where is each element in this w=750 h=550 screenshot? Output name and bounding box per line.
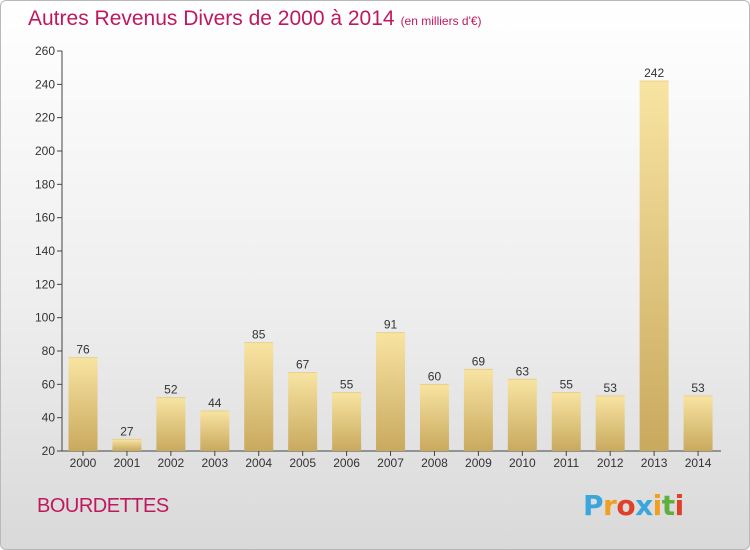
y-tick-label: 140 (35, 244, 55, 258)
bar (419, 384, 449, 451)
x-tick-label: 2000 (70, 456, 97, 470)
logo-letter: r (603, 489, 617, 522)
bar (244, 342, 274, 451)
bar (376, 332, 406, 451)
x-tick-label: 2009 (465, 456, 492, 470)
bar-value-label: 55 (340, 378, 354, 392)
bar-value-label: 69 (472, 354, 486, 368)
bar-value-label: 53 (691, 381, 705, 395)
x-tick-label: 2013 (641, 456, 668, 470)
bar-value-label: 242 (644, 66, 664, 80)
y-tick-label: 180 (35, 177, 55, 191)
bar-value-label: 55 (560, 378, 574, 392)
logo-letter: o (616, 489, 636, 522)
bar (551, 392, 581, 451)
x-tick-label: 2007 (377, 456, 404, 470)
chart-unit: (en milliers d'€) (400, 14, 482, 28)
x-tick-label: 2004 (245, 456, 272, 470)
y-tick-label: 260 (35, 44, 55, 58)
chart-title-text: Autres Revenus Divers de 2000 à 2014 (28, 7, 395, 30)
x-tick-label: 2012 (597, 456, 624, 470)
y-tick-label: 100 (35, 311, 55, 325)
x-tick-label: 2014 (685, 456, 712, 470)
x-tick-label: 2006 (333, 456, 360, 470)
logo-letter: x (635, 489, 653, 522)
bar (332, 392, 362, 451)
bar (200, 411, 230, 451)
chart-title: Autres Revenus Divers de 2000 à 2014 (en … (28, 7, 482, 31)
logo-letter: i (652, 489, 663, 522)
bar-value-label: 53 (604, 381, 618, 395)
bar (68, 357, 98, 451)
logo-letter: P (583, 489, 604, 522)
x-tick-label: 2001 (114, 456, 141, 470)
x-tick-label: 2003 (201, 456, 228, 470)
bar (507, 379, 537, 451)
bar (463, 369, 493, 451)
logo-letter: t (661, 489, 675, 522)
bar (288, 372, 318, 451)
x-tick-label: 2002 (158, 456, 185, 470)
bar-value-label: 27 (120, 424, 134, 438)
y-tick-label: 240 (35, 77, 55, 91)
y-tick-label: 200 (35, 144, 55, 158)
x-tick-label: 2010 (509, 456, 536, 470)
bar-value-label: 85 (252, 328, 266, 342)
y-tick-label: 80 (42, 344, 56, 358)
y-tick-label: 40 (42, 411, 56, 425)
y-tick-label: 120 (35, 277, 55, 291)
bar-value-label: 67 (296, 358, 310, 372)
x-tick-label: 2011 (553, 456, 579, 470)
y-tick-label: 20 (42, 444, 56, 458)
bar (595, 396, 625, 451)
y-tick-label: 220 (35, 111, 55, 125)
y-tick-label: 160 (35, 211, 55, 225)
bar (112, 439, 142, 451)
bar-value-label: 91 (384, 318, 398, 332)
y-tick-label: 60 (42, 377, 56, 391)
bar (156, 397, 186, 451)
bar-value-label: 52 (164, 383, 178, 397)
bar (683, 396, 713, 451)
bar-value-label: 60 (428, 369, 442, 383)
logo-letter: i (674, 489, 685, 522)
x-tick-label: 2005 (289, 456, 316, 470)
location-name: BOURDETTES (37, 495, 169, 517)
bar-value-label: 44 (208, 396, 222, 410)
bar-value-label: 63 (516, 364, 530, 378)
proxiti-logo[interactable]: Proxiti (583, 489, 684, 522)
bar (639, 81, 669, 451)
bar-value-label: 76 (76, 343, 90, 357)
x-tick-label: 2008 (421, 456, 448, 470)
